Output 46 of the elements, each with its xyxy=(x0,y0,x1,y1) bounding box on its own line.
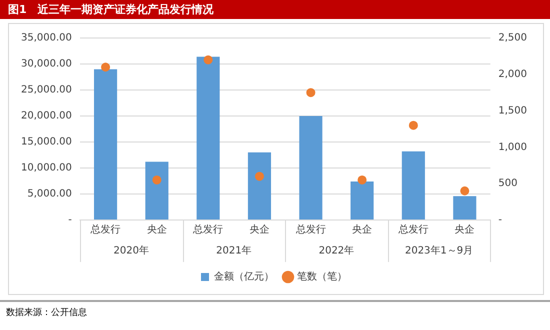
bar xyxy=(145,162,168,220)
x-tick-label: 总发行 xyxy=(90,224,121,236)
x-tick-label: 总发行 xyxy=(294,224,326,236)
point xyxy=(204,55,213,64)
y-tick-label: 10,000.00 xyxy=(20,162,72,174)
legend-label: 笔数（笔） xyxy=(297,270,347,283)
y-tick-label: 30,000.00 xyxy=(20,58,72,70)
point xyxy=(460,186,470,196)
x-tick-label: 央企 xyxy=(249,224,270,236)
y-tick-label: 15,000.00 xyxy=(20,136,72,148)
y-tick-label: 20,000.00 xyxy=(20,110,72,122)
point xyxy=(408,120,418,130)
bar xyxy=(94,69,118,220)
chart-title: 图1 近三年一期资产证券化产品发行情况 xyxy=(0,0,550,19)
source-note: 数据来源：公开信息 xyxy=(0,300,550,323)
text: 2023年1～9月 xyxy=(404,244,474,257)
y-tick-label: 5,000.00 xyxy=(27,188,72,200)
bar xyxy=(299,116,322,220)
text: 2021年 xyxy=(216,244,252,257)
text: 2020年 xyxy=(113,244,149,257)
x-tick-label: 央企 xyxy=(352,224,372,236)
point xyxy=(306,88,316,98)
text: 2022年 xyxy=(318,244,354,257)
y2-tick-label: 1,000 xyxy=(498,142,528,153)
y2-tick-label: 1,500 xyxy=(498,105,528,116)
x-tick-label: 央企 xyxy=(454,224,475,236)
point xyxy=(152,175,162,184)
bar xyxy=(350,182,374,220)
y2-tick-label: 2,500 xyxy=(498,32,528,44)
x-tick-label: 央企 xyxy=(146,224,167,236)
point xyxy=(254,172,264,181)
y2-tick-label: 500 xyxy=(498,178,518,190)
y-tick-label: 35,000.00 xyxy=(20,32,72,44)
bar xyxy=(196,56,220,220)
point xyxy=(358,175,367,184)
bar xyxy=(402,151,425,220)
point xyxy=(101,62,110,72)
legend-label: 金额（亿元） xyxy=(214,270,274,283)
y-tick-label: - xyxy=(68,214,72,226)
bar xyxy=(248,152,272,220)
y2-tick-label: - xyxy=(498,214,502,226)
x-tick-label: 总发行 xyxy=(397,224,428,236)
bar xyxy=(453,196,476,220)
x-tick-label: 总发行 xyxy=(192,224,224,236)
y2-tick-label: 2,000 xyxy=(498,68,528,80)
y-tick-label: 25,000.00 xyxy=(20,84,72,96)
